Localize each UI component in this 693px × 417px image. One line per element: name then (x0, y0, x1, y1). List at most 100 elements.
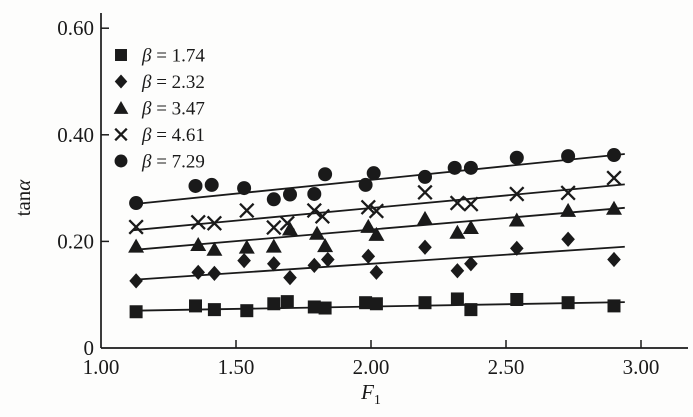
triangle-marker (190, 236, 207, 251)
circle-marker (509, 150, 524, 165)
triangle-marker (606, 200, 622, 215)
x-marker (279, 215, 295, 231)
x-marker (128, 219, 144, 235)
legend-label: β = 4.61 (141, 125, 205, 146)
circle-marker (463, 160, 478, 175)
x-marker (606, 170, 622, 186)
diamond-marker (114, 74, 128, 89)
circle-marker (318, 167, 333, 182)
axis-titles: tanα F1 (11, 179, 381, 408)
x-tick-label: 2.00 (353, 355, 390, 379)
square-marker (129, 305, 143, 319)
x-marker (306, 202, 322, 219)
x-axis-title: F1 (360, 380, 381, 408)
series-x (128, 170, 625, 236)
x-marker (449, 195, 466, 211)
series-triangle (128, 200, 625, 256)
diamond-marker (207, 265, 222, 281)
circle-marker (129, 196, 144, 211)
x-marker (509, 186, 525, 202)
y-tick-label: 0.60 (57, 16, 94, 40)
diamond-marker (191, 264, 205, 280)
diamond-marker (510, 240, 524, 256)
trend-line (133, 206, 625, 251)
square-marker (307, 300, 321, 314)
circle-marker (418, 169, 432, 184)
x-axis-ticks: 1.00 1.50 2.00 2.50 3.00 (83, 340, 660, 379)
axes (100, 13, 688, 349)
circle-marker (607, 148, 621, 163)
triangle-marker (462, 219, 479, 234)
triangle-marker (113, 101, 129, 114)
square-marker (510, 292, 524, 306)
series-square (129, 292, 625, 319)
triangle-marker (265, 238, 282, 253)
square-marker (418, 296, 432, 310)
x-tick-label: 3.00 (623, 355, 660, 379)
diamond-marker (237, 252, 251, 269)
triangle-marker (368, 226, 385, 241)
circle-marker (188, 178, 203, 193)
x-marker (190, 214, 206, 230)
circle-marker (307, 186, 322, 201)
y-axis-title: tanα (11, 179, 35, 217)
series-circle (129, 148, 625, 211)
diamond-marker (321, 251, 335, 268)
diamond-marker (361, 248, 376, 264)
y-tick-label: 0 (84, 336, 95, 360)
diamond-marker (561, 231, 575, 247)
circle-marker (447, 160, 462, 175)
x-tick-label: 2.50 (488, 355, 525, 379)
square-marker (318, 301, 332, 315)
diamond-marker (283, 270, 297, 286)
square-marker (607, 299, 621, 313)
square-marker (280, 295, 294, 309)
diamond-marker (307, 257, 322, 273)
square-marker (450, 292, 464, 306)
circle-marker (283, 187, 297, 202)
y-tick-label: 0.40 (57, 123, 94, 147)
legend-label: β = 1.74 (141, 46, 205, 67)
trend-line (133, 153, 625, 205)
diamond-marker (450, 263, 465, 279)
square-marker (207, 303, 221, 317)
x-tick-label: 1.50 (218, 355, 255, 379)
circle-marker (366, 166, 381, 181)
triangle-marker (206, 241, 223, 256)
circle-marker (561, 149, 576, 164)
y-tick-label: 0.20 (57, 229, 94, 253)
legend-label: β = 2.32 (141, 72, 205, 93)
circle-marker (358, 177, 373, 192)
x-tick-label: 1.00 (83, 355, 120, 379)
square-marker (369, 297, 383, 311)
square-marker (115, 49, 127, 61)
x-marker (114, 127, 128, 142)
x-marker (368, 203, 385, 219)
square-marker (267, 297, 281, 311)
square-marker (189, 299, 202, 313)
diamond-marker (129, 273, 143, 289)
diamond-marker (267, 256, 281, 272)
y-axis-ticks: 0 0.20 0.40 0.60 (57, 16, 109, 360)
diamond-marker (418, 239, 432, 255)
circle-marker (114, 154, 128, 168)
square-marker (240, 304, 254, 318)
x-marker (560, 185, 576, 201)
x-marker (314, 208, 331, 224)
series-diamond (129, 231, 625, 289)
triangle-marker (417, 210, 433, 225)
circle-marker (237, 181, 252, 196)
triangle-marker (508, 212, 525, 227)
x-marker (463, 196, 479, 212)
legend-label: β = 7.29 (141, 152, 205, 173)
diamond-marker (369, 264, 384, 280)
triangle-marker (317, 238, 334, 253)
circle-marker (266, 192, 281, 207)
x-marker (266, 219, 282, 236)
circle-marker (204, 177, 219, 192)
triangle-marker (282, 221, 298, 236)
x-marker (206, 215, 223, 231)
diamond-marker (464, 256, 478, 272)
